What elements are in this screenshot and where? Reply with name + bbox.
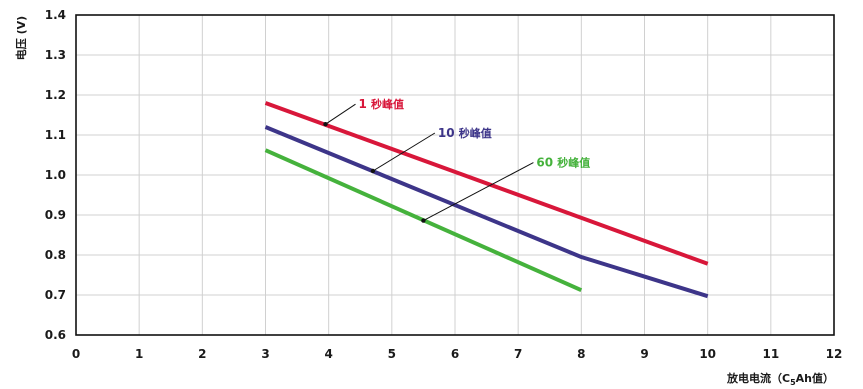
x-axis-title-close: Ah值）	[796, 371, 834, 385]
x-tick-label: 2	[198, 347, 206, 361]
x-tick-label: 9	[640, 347, 648, 361]
series-line	[264, 101, 709, 266]
x-tick-label: 1	[135, 347, 143, 361]
x-tick-label: 6	[451, 347, 459, 361]
series-label: 60 秒峰值	[536, 156, 590, 170]
callout-line	[372, 132, 436, 172]
grid	[76, 15, 834, 335]
callout-line	[325, 103, 356, 125]
y-axis-ticks: 0.6 0.7 0.8 0.9 1.0 1.1 1.2 1.3 1.4	[45, 8, 66, 342]
series-label: 1 秒峰值	[359, 97, 405, 111]
x-tick-label: 4	[324, 347, 332, 361]
y-tick-label: 1.2	[45, 88, 66, 102]
series-label-number: 1	[359, 97, 372, 111]
y-tick-label: 1.1	[45, 128, 66, 142]
series-label-suffix: 秒峰值	[459, 126, 492, 140]
x-tick-label: 0	[72, 347, 80, 361]
y-tick-label: 0.9	[45, 208, 66, 222]
x-tick-label: 8	[577, 347, 585, 361]
y-tick-label: 1.0	[45, 168, 66, 182]
y-axis-title: 电压 (V)	[14, 16, 28, 60]
callout-dot	[421, 218, 426, 223]
callout-line	[423, 162, 534, 222]
x-tick-label: 10	[699, 347, 716, 361]
y-tick-label: 0.6	[45, 328, 66, 342]
x-axis-ticks: 0 1 2 3 4 5 6 7 8 9 10 11 12	[72, 347, 843, 361]
x-axis-title-open: （C	[771, 372, 790, 385]
series-label-number: 10	[438, 126, 459, 140]
plot-frame	[75, 14, 835, 336]
x-axis-title: 放电电流（C5Ah值）	[726, 371, 834, 387]
x-tick-label: 5	[388, 347, 396, 361]
y-tick-label: 1.4	[45, 8, 66, 22]
callout-dot	[370, 168, 376, 174]
y-tick-label: 0.8	[45, 248, 66, 262]
x-tick-label: 12	[826, 347, 843, 361]
x-axis-title-sub: 5	[790, 378, 796, 387]
y-tick-label: 1.3	[45, 48, 66, 62]
series-label-number: 60	[536, 156, 557, 170]
series-label: 10 秒峰值	[438, 126, 492, 140]
x-tick-label: 11	[762, 347, 779, 361]
callout-dot	[323, 122, 328, 127]
x-tick-label: 7	[514, 347, 522, 361]
series-label-suffix: 秒峰值	[371, 97, 404, 111]
x-tick-label: 3	[261, 347, 269, 361]
x-axis-title-main: 放电电流	[726, 371, 771, 385]
series-label-suffix: 秒峰值	[557, 156, 590, 170]
series-line	[264, 125, 709, 299]
y-tick-label: 0.7	[45, 288, 66, 302]
